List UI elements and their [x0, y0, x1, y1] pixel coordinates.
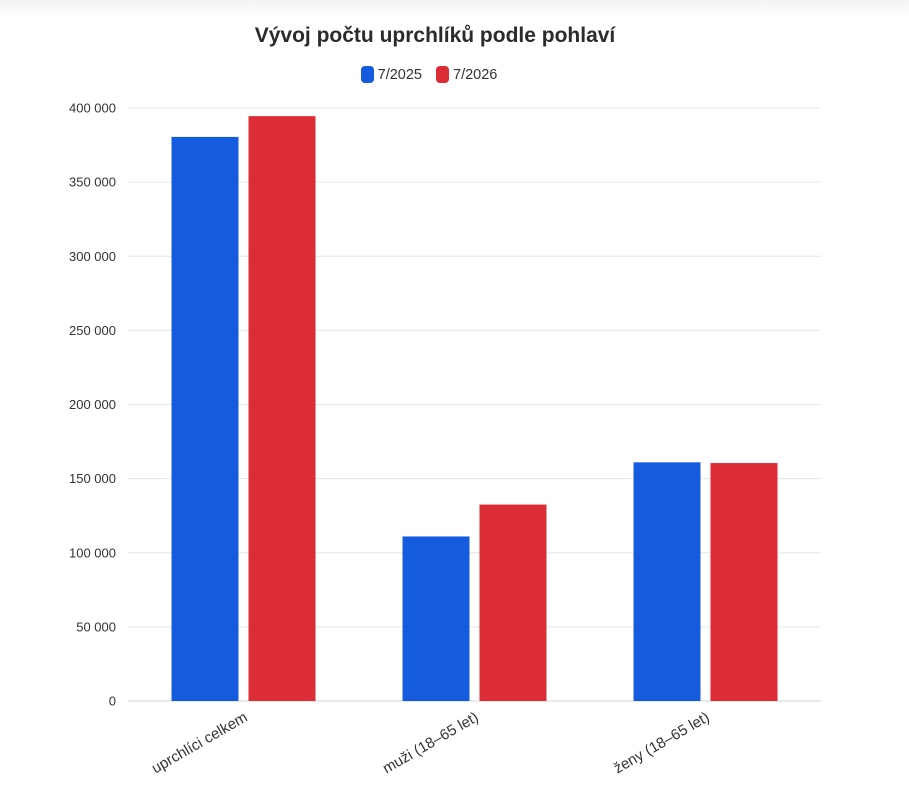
x-tick-label: muži (18–65 let): [380, 709, 482, 778]
legend-label-series-2: 7/2026: [453, 66, 498, 83]
legend-swatch-series-2: [436, 66, 449, 83]
legend-item-series-1[interactable]: 7/2025: [360, 66, 422, 83]
top-shade: [0, 0, 909, 18]
y-tick-label: 50 000: [76, 619, 116, 634]
legend-swatch-series-1: [360, 66, 374, 83]
y-tick-label: 200 000: [69, 397, 116, 412]
y-tick-label: 100 000: [69, 545, 116, 560]
y-tick-label: 350 000: [69, 175, 116, 190]
bar-2-1: [248, 116, 316, 701]
y-tick-label: 250 000: [69, 323, 116, 338]
x-tick-label: ženy (18–65 let): [611, 709, 713, 778]
legend: 7/2025 7/2026: [0, 66, 858, 83]
bar-1-1: [171, 136, 239, 701]
y-tick-label: 150 000: [69, 471, 116, 486]
bar-1-3: [633, 462, 701, 701]
bar-2-3: [710, 463, 778, 701]
bar-2-2: [479, 504, 547, 701]
bar-1-2: [402, 536, 470, 701]
y-tick-label: 0: [109, 694, 116, 709]
y-tick-label: 400 000: [69, 101, 116, 116]
y-tick-label: 300 000: [69, 249, 116, 264]
chart-title: Vývoj počtu uprchlíků podle pohlaví: [254, 24, 616, 47]
x-tick-label: uprchlíci celkem: [149, 709, 251, 777]
legend-label-series-1: 7/2025: [377, 66, 422, 83]
legend-item-series-2[interactable]: 7/2026: [436, 66, 497, 83]
